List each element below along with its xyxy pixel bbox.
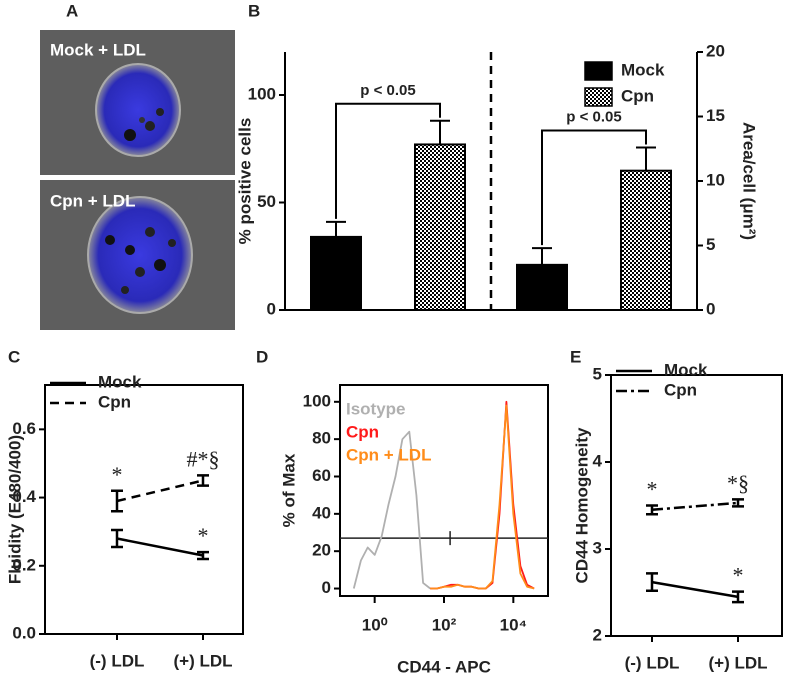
- error-bar: [197, 550, 209, 561]
- series-line: [651, 501, 739, 512]
- y-tick-label: 15: [706, 106, 725, 125]
- y-tick-label: 100: [303, 391, 331, 410]
- y-tick-label: 50: [257, 192, 276, 211]
- error-bar: [732, 590, 744, 604]
- series-line: [352, 430, 431, 590]
- y-tick-label: 0: [267, 299, 276, 318]
- point-label: *§: [727, 470, 749, 495]
- significance-bracket: [335, 102, 441, 219]
- y-tick-label: 80: [312, 429, 331, 448]
- panel-label: B: [248, 1, 260, 20]
- axis-label: Area/cell (μm²): [740, 122, 759, 240]
- y-tick-label: 0: [322, 578, 331, 597]
- axis-label: % positive cells: [235, 118, 254, 245]
- error-bar: [732, 498, 744, 508]
- legend-label: Isotype: [346, 399, 406, 418]
- y-tick-label: 2: [593, 625, 602, 644]
- gate: [340, 531, 548, 546]
- legend-label: Cpn: [98, 392, 131, 411]
- point-label: *: [198, 523, 209, 548]
- y-tick-label: 10: [706, 170, 725, 189]
- y-tick-label: 0.4: [12, 487, 36, 506]
- point-label: *: [733, 563, 744, 588]
- legend-label: Cpn: [664, 380, 697, 399]
- y-tick-label: 20: [312, 541, 331, 560]
- annotation: p < 0.05: [360, 82, 415, 99]
- legend-label: Mock: [621, 60, 665, 79]
- y-tick-label: 0: [706, 299, 715, 318]
- x-tick-label: (-) LDL: [90, 651, 145, 670]
- legend-swatch: [584, 61, 613, 81]
- error-bar: [430, 119, 450, 145]
- y-tick-label: 100: [248, 84, 276, 103]
- panel-label: C: [8, 347, 20, 366]
- bar: [310, 235, 362, 311]
- series-line: [116, 537, 204, 557]
- x-tick-label: (+) LDL: [708, 653, 767, 672]
- panel-label: D: [256, 347, 268, 366]
- x-tick-label: 10²: [432, 615, 457, 634]
- micrograph: Mock + LDL: [40, 30, 235, 175]
- image-label: Mock + LDL: [50, 40, 146, 59]
- point-label: *: [647, 477, 658, 502]
- panel-label: A: [66, 1, 78, 20]
- y-tick-label: 20: [706, 41, 725, 60]
- x-tick-label: (-) LDL: [625, 653, 680, 672]
- legend-label: Mock: [664, 360, 708, 379]
- error-bar: [532, 247, 552, 265]
- annotation: p < 0.05: [566, 108, 621, 125]
- x-tick-label: (+) LDL: [173, 651, 232, 670]
- point-label: #*§: [187, 446, 220, 471]
- error-bar: [646, 572, 658, 593]
- plot-frame: [44, 384, 244, 635]
- image-label: Cpn + LDL: [50, 191, 135, 210]
- micrograph: Cpn + LDL: [40, 180, 235, 330]
- error-bar: [646, 504, 658, 516]
- panel-label: E: [570, 347, 581, 366]
- point-label: *: [112, 462, 123, 487]
- y-tick-label: 0.0: [12, 623, 36, 642]
- legend-label: Cpn + LDL: [346, 445, 431, 464]
- bar: [516, 263, 568, 312]
- error-bar: [636, 146, 656, 171]
- y-tick-label: 0.2: [12, 555, 36, 574]
- error-bar: [326, 220, 346, 237]
- axis-label: CD44 - APC: [397, 657, 491, 676]
- y-tick-label: 3: [593, 538, 602, 557]
- y-tick-label: 5: [593, 364, 602, 383]
- error-bar: [111, 489, 123, 513]
- x-tick-label: 10⁴: [500, 615, 527, 634]
- legend-label: Cpn: [621, 86, 654, 105]
- x-tick-label: 10⁰: [362, 615, 388, 634]
- significance-bracket: [541, 129, 647, 246]
- y-tick-label: 60: [312, 466, 331, 485]
- bar: [620, 169, 672, 311]
- series-line: [651, 580, 739, 599]
- series-line: [430, 404, 535, 590]
- bar: [414, 143, 466, 311]
- y-tick-label: 4: [593, 451, 603, 470]
- series-line: [116, 479, 204, 503]
- error-bar: [111, 528, 123, 549]
- axis-label: % of Max: [279, 453, 298, 527]
- y-tick-label: 0.6: [12, 419, 36, 438]
- y-tick-label: 40: [312, 503, 331, 522]
- legend-swatch: [584, 87, 613, 107]
- plot-frame: [610, 374, 783, 637]
- legend-label: Mock: [98, 372, 142, 391]
- axis-label: CD44 Homogeneity: [572, 427, 591, 583]
- legend-label: Cpn: [346, 422, 379, 441]
- axis-label: Fluidity (E480/400): [5, 435, 24, 584]
- error-bar: [197, 474, 209, 487]
- y-tick-label: 5: [706, 235, 715, 254]
